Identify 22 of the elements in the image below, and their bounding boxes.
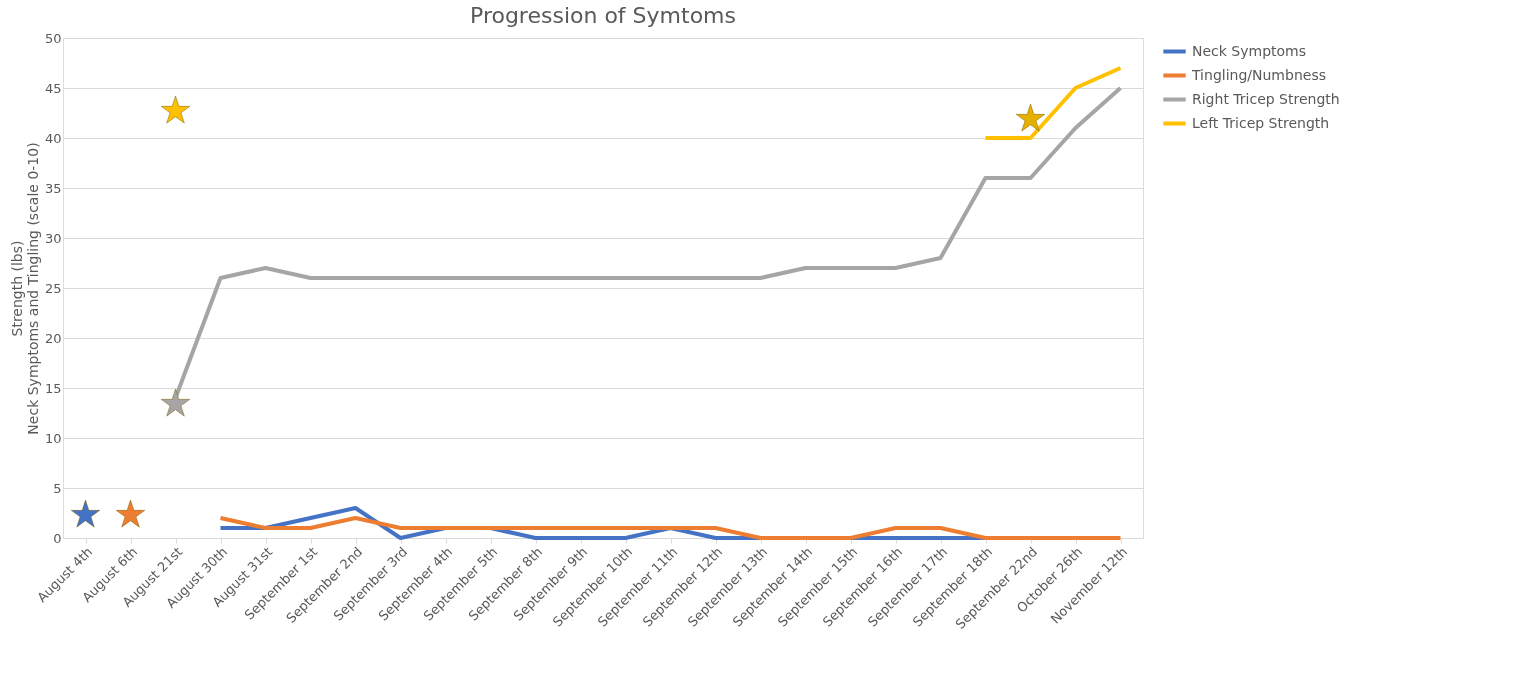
point [160, 95, 191, 124]
y-tick-label: 50 [44, 30, 62, 46]
y-axis-title: Strength (lbs) Neck Symptoms and Tingling (scale 0-10) [8, 142, 41, 435]
y-tick-label: 10 [44, 430, 62, 446]
point [160, 388, 191, 417]
y-tick-label: 45 [44, 80, 62, 96]
legend-label: Right Tricep Strength [1192, 90, 1340, 107]
point [70, 499, 101, 528]
y-tick-label: 0 [53, 530, 62, 546]
legend-label: Left Tricep Strength [1192, 114, 1330, 131]
y-tick-label: 40 [44, 130, 62, 146]
point [115, 499, 146, 528]
y-tick-label: 30 [44, 230, 62, 246]
y-tick-label: 25 [44, 280, 62, 296]
chart-title: Progression of Symtoms [470, 3, 736, 28]
point [1015, 103, 1046, 132]
y-tick-label: 15 [44, 380, 62, 396]
legend-label: Tingling/Numbness [1191, 66, 1326, 83]
y-tick-label: 5 [53, 480, 62, 496]
y-tick-label: 35 [44, 180, 62, 196]
y-tick-label: 20 [44, 330, 62, 346]
legend-label: Neck Symptoms [1192, 42, 1307, 59]
